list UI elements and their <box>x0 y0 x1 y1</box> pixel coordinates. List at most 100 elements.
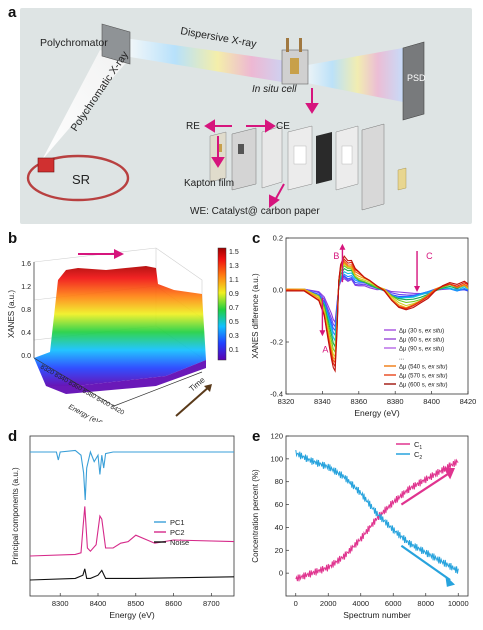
c-xtick-label: 8320 <box>278 397 295 406</box>
d-legend-item: Noise <box>170 538 189 547</box>
e-xtick-label: 10000 <box>448 599 469 608</box>
c-xtick-label: 8400 <box>423 397 440 406</box>
e-ytick-label: 80 <box>275 477 283 486</box>
panel-c-letter: c <box>252 230 261 247</box>
panel-e-chart: 0 2000 4000 6000 8000 10000020406080100120C1C… <box>251 432 469 621</box>
c-spectrum-line <box>285 276 469 328</box>
b-cbar-tick: 1.3 <box>229 263 239 270</box>
d-series-pc1 <box>30 449 234 501</box>
dispersive-beam <box>124 38 294 84</box>
d-axes-frame <box>29 435 235 597</box>
b-cbar-tick: 0.1 <box>229 347 239 354</box>
d-series-noise <box>29 568 235 581</box>
b-ytick: 1.2 <box>21 284 31 291</box>
label-insitu: In situ cell <box>252 84 297 95</box>
c-ylabel: XANES difference (a.u.) <box>251 273 260 359</box>
c-xtick-label: 8380 <box>387 397 404 406</box>
b-ytick: 1.6 <box>21 261 31 268</box>
sr-magnet <box>37 157 55 173</box>
b-ytick: 0.4 <box>21 330 31 337</box>
panel-a-schematic: Polychromator Dispersive X-ray In situ c… <box>20 8 472 224</box>
e-xtick-label: 4000 <box>352 599 369 608</box>
e-trend-arrowhead-c1 <box>443 468 455 480</box>
d-series-pc2 <box>29 506 235 557</box>
psd-detector <box>402 41 425 121</box>
c-ytick-label: 0.2 <box>273 234 283 243</box>
c-legend-item: ... <box>399 356 404 362</box>
label-we: WE: Catalyst@ carbon paper <box>190 206 320 217</box>
b-cbar-tick: 0.5 <box>229 319 239 326</box>
label-sr: SR <box>72 172 90 187</box>
b-cbar-tick: 0.7 <box>229 305 239 312</box>
sr-ring <box>26 154 130 202</box>
label-polychromator: Polychromator <box>40 37 108 49</box>
b-cbar-tick: 0.3 <box>229 333 239 340</box>
c-annotation-label: C <box>426 251 433 261</box>
e-legend-item: C1 <box>414 440 422 451</box>
colorbar <box>217 247 227 361</box>
c-spectrum-line <box>285 261 469 361</box>
c-legend-item: Δμ (570 s, ex situ) <box>399 374 448 380</box>
panel-c-chart: 8320 8340 8360 8380 8400 8420 -0.4 -0.2 0.0 0.2 A B… <box>251 234 477 419</box>
d-xtick-label: 8400 <box>90 599 107 608</box>
c-legend-item: Δμ (30 s, ex situ) <box>399 329 444 335</box>
d-xtick-label: 8300 <box>52 599 69 608</box>
label-ce: CE <box>276 121 290 132</box>
polychromator-crystal <box>101 23 131 65</box>
e-trend-arrowhead-c2 <box>445 575 455 587</box>
b-xtick: 8420 <box>109 404 125 417</box>
e-ytick-label: 40 <box>275 523 283 532</box>
c-spectrum-line <box>285 275 469 332</box>
b-xtick: 8400 <box>95 396 111 409</box>
c-legend-item: Δμ (90 s, ex situ) <box>399 347 444 353</box>
e-series-c1 <box>295 458 459 582</box>
b-ylabel: XANES (a.u.) <box>7 290 16 338</box>
c-annotation-arrowhead <box>339 243 346 250</box>
c-spectrum-line <box>285 273 469 337</box>
c-annotation-label: B <box>333 251 339 261</box>
e-xlabel: Spectrum number <box>343 610 411 620</box>
cell-parts-exploded <box>209 123 407 211</box>
e-xtick-label: 6000 <box>385 599 402 608</box>
b-xlabel: Energy (eV) <box>67 404 103 422</box>
c-annotation-arrowhead <box>414 286 421 292</box>
panel-d-letter: d <box>8 428 18 445</box>
c-xtick-label: 8340 <box>314 397 331 406</box>
b-cbar-tick: 1.5 <box>229 249 239 256</box>
e-axes-frame <box>285 435 469 597</box>
d-ylabel: Principal components (a.u.) <box>11 467 20 565</box>
c-spectrum-line <box>285 255 469 373</box>
c-spectrum-line <box>285 267 469 349</box>
b-ytick: 0.0 <box>21 353 31 360</box>
e-xtick-label: 8000 <box>417 599 434 608</box>
c-xtick-label: 8420 <box>460 397 477 406</box>
pink-arrows <box>204 88 319 208</box>
polychromatic-beam <box>42 50 130 160</box>
e-trend-arrow-c1 <box>400 471 451 506</box>
panel-a-letter: a <box>8 4 17 21</box>
e-xtick-label: 2000 <box>320 599 337 608</box>
c-ytick-label: -0.4 <box>270 390 283 399</box>
in-situ-cell <box>281 38 309 85</box>
label-kapton: Kapton film <box>184 178 234 189</box>
c-ytick-label: -0.2 <box>270 338 283 347</box>
b-cbar-tick: 0.9 <box>229 291 239 298</box>
d-xtick-label: 8500 <box>127 599 144 608</box>
c-axes-frame <box>285 237 469 395</box>
c-annotation-label: A <box>322 344 328 354</box>
b-ytick: 0.8 <box>21 307 31 314</box>
d-legend-item: PC2 <box>170 528 185 537</box>
xanes-surface <box>34 266 206 386</box>
c-legend-item: Δμ (600 s, ex situ) <box>399 383 448 389</box>
e-xtick-label: 0 <box>294 599 298 608</box>
b-cbar-tick: 1.1 <box>229 277 239 284</box>
e-ytick-label: 0 <box>279 569 283 578</box>
c-legend-item: Δμ (540 s, ex situ) <box>399 365 448 371</box>
c-legend-item: Δμ (60 s, ex situ) <box>399 338 444 344</box>
c-ytick-label: 0.0 <box>273 286 283 295</box>
e-ytick-label: 20 <box>275 546 283 555</box>
panel-e-letter: e <box>252 428 261 445</box>
e-ylabel: Concentration percent (%) <box>251 469 260 563</box>
e-legend-item: C2 <box>414 450 422 461</box>
